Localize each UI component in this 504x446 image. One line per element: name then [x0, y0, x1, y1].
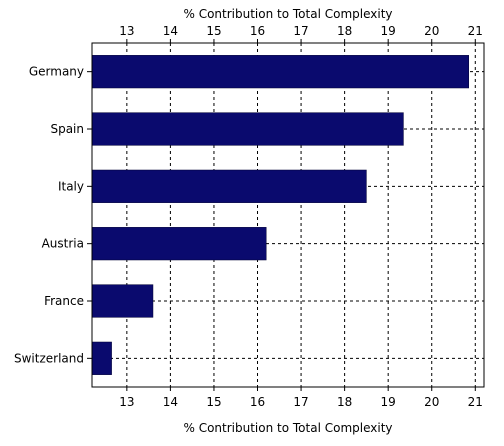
bottom-tick-label-17: 17: [293, 395, 308, 409]
category-labels: Germany Spain Italy Austria France Switzerlan…: [14, 65, 84, 366]
bottom-tick-label-16: 16: [250, 395, 265, 409]
top-tick-label-14: 14: [163, 24, 178, 38]
top-tick-label-13: 13: [119, 24, 134, 38]
top-tick-label-17: 17: [293, 24, 308, 38]
bottom-tick-label-19: 19: [381, 395, 396, 409]
bottom-tick-label-21: 21: [468, 395, 483, 409]
category-label-italy: Italy: [58, 179, 84, 193]
bottom-tick-label-20: 20: [424, 395, 439, 409]
plot-frame: [91, 42, 485, 388]
bottom-tick-label-13: 13: [119, 395, 134, 409]
bar-italy: [91, 169, 367, 203]
bottom-tick-labels: 13 14 15 16 17 18 19 20 21: [119, 395, 483, 409]
bottom-tick-label-15: 15: [206, 395, 221, 409]
top-tick-label-15: 15: [206, 24, 221, 38]
category-label-austria: Austria: [42, 237, 84, 251]
bottom-tick-label-18: 18: [337, 395, 352, 409]
bar-austria: [91, 227, 267, 261]
bar-spain: [91, 112, 404, 146]
category-label-germany: Germany: [29, 65, 84, 79]
tick-marks: [87, 39, 476, 391]
bar-france: [91, 284, 154, 318]
bottom-axis-title: % Contribution to Total Complexity: [183, 421, 392, 435]
bar-switzerland: [91, 341, 112, 375]
category-label-switzerland: Switzerland: [14, 351, 84, 365]
bottom-tick-label-14: 14: [163, 395, 178, 409]
top-tick-labels: 13 14 15 16 17 18 19 20 21: [119, 24, 483, 38]
top-tick-label-20: 20: [424, 24, 439, 38]
bar-germany: [91, 55, 470, 89]
category-label-spain: Spain: [50, 122, 84, 136]
top-tick-label-16: 16: [250, 24, 265, 38]
top-tick-label-19: 19: [381, 24, 396, 38]
category-label-france: France: [44, 294, 84, 308]
top-tick-label-18: 18: [337, 24, 352, 38]
top-tick-label-21: 21: [468, 24, 483, 38]
top-axis-title: % Contribution to Total Complexity: [183, 7, 392, 21]
